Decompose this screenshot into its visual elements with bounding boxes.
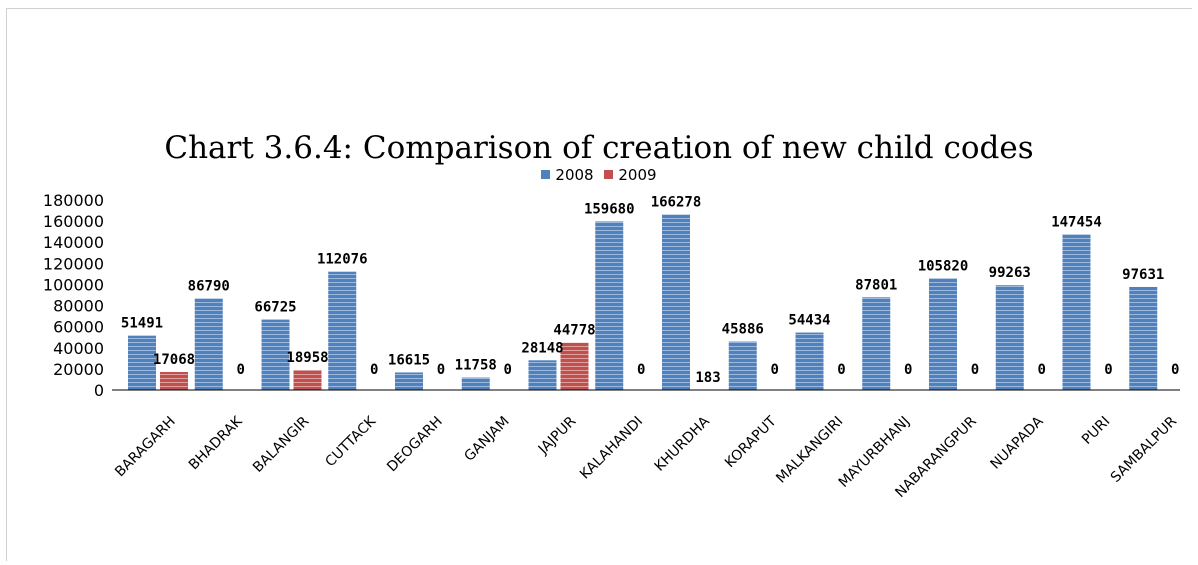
x-axis: BARAGARH BHADRAK BALANGIR CUTTACK DEOGARH GAN… bbox=[112, 389, 1180, 501]
x-tick-label-deogarh: DEOGARH bbox=[384, 414, 446, 476]
legend-label-2009: 2009 bbox=[618, 165, 657, 184]
data-label-2008-koraput: 45886 bbox=[722, 322, 764, 338]
data-label-2009-deogarh: 0 bbox=[437, 362, 445, 378]
data-label-2008-ganjam: 11758 bbox=[455, 358, 497, 374]
chart-legend: 2008 2009 bbox=[0, 165, 1198, 184]
y-tick-label: 140000 bbox=[43, 233, 104, 252]
bar-2008-ganjam bbox=[461, 377, 490, 390]
x-tick-label-sambalpur: SAMBALPUR bbox=[1108, 413, 1180, 485]
x-tick-label-khurdha: KHURDHA bbox=[652, 413, 714, 475]
data-label-2009-kalahandi: 0 bbox=[637, 362, 645, 378]
data-label-2008-balangir: 66725 bbox=[254, 300, 296, 316]
bar-2008-bhadrak bbox=[194, 298, 223, 390]
bar-2008-kalahandi bbox=[595, 221, 624, 390]
data-label-2009-balangir: 18958 bbox=[286, 350, 328, 366]
y-tick-label: 80000 bbox=[53, 297, 104, 316]
data-label-2008-nabarangpur: 105820 bbox=[918, 258, 969, 274]
data-label-2008-baragarh: 51491 bbox=[121, 316, 163, 332]
x-tick-label-ganjam: GANJAM bbox=[461, 414, 512, 465]
data-label-2009-puri: 0 bbox=[1104, 362, 1112, 378]
bar-2008-mayurbhanj bbox=[862, 297, 891, 390]
data-label-2009-sambalpur: 0 bbox=[1171, 362, 1179, 378]
bar-2008-sambalpur bbox=[1129, 286, 1158, 390]
data-label-2009-bhadrak: 0 bbox=[237, 362, 245, 378]
x-tick-label-jajpur: JAJPUR bbox=[535, 413, 580, 458]
data-label-2008-malkangiri: 54434 bbox=[788, 313, 830, 329]
data-label-2009-nuapada: 0 bbox=[1038, 362, 1046, 378]
y-axis: 0 20000 40000 60000 80000 100000 120000 140000 1… bbox=[43, 191, 104, 400]
data-label-2008-jajpur: 28148 bbox=[521, 340, 563, 356]
data-label-2009-malkangiri: 0 bbox=[837, 362, 845, 378]
bar-2008-cuttack bbox=[328, 271, 357, 390]
data-label-2009-koraput: 0 bbox=[771, 362, 779, 378]
x-tick-label-baragarh: BARAGARH bbox=[112, 414, 179, 481]
chart-frame bbox=[6, 8, 1192, 561]
x-tick-label-kalahandi: KALAHANDI bbox=[577, 414, 646, 483]
bar-2008-nuapada bbox=[995, 285, 1024, 390]
bar-2009-baragarh bbox=[160, 371, 188, 390]
x-tick-label-malkangiri: MALKANGIRI bbox=[773, 414, 846, 487]
y-tick-label: 180000 bbox=[43, 191, 104, 210]
data-label-2009-mayurbhanj: 0 bbox=[904, 362, 912, 378]
data-label-2009-khurdha: 183 bbox=[695, 370, 720, 386]
y-tick-label: 120000 bbox=[43, 254, 104, 273]
x-tick-label-koraput: KORAPUT bbox=[722, 413, 780, 471]
bar-2008-balangir bbox=[261, 319, 290, 390]
bar-2008-puri bbox=[1062, 234, 1091, 390]
data-label-2009-ganjam: 0 bbox=[504, 362, 512, 378]
data-label-2009-cuttack: 0 bbox=[370, 362, 378, 378]
bar-2009-jajpur bbox=[560, 342, 589, 390]
bar-2008-baragarh bbox=[128, 335, 156, 390]
y-tick-label: 40000 bbox=[53, 339, 104, 358]
y-tick-label: 0 bbox=[94, 381, 104, 400]
data-label-2008-nuapada: 99263 bbox=[989, 265, 1031, 281]
data-label-2009-nabarangpur: 0 bbox=[971, 362, 979, 378]
bar-2008-malkangiri bbox=[795, 332, 824, 390]
legend-label-2008: 2008 bbox=[555, 165, 594, 184]
data-label-2008-bhadrak: 86790 bbox=[188, 278, 230, 294]
data-label-2008-puri: 147454 bbox=[1051, 214, 1102, 230]
y-tick-label: 60000 bbox=[53, 318, 104, 337]
y-tick-label: 100000 bbox=[43, 275, 104, 294]
bar-2008-nabarangpur bbox=[929, 278, 957, 390]
y-tick-label: 20000 bbox=[53, 360, 104, 379]
bar-2009-balangir bbox=[293, 369, 322, 390]
x-tick-label-balangir: BALANGIR bbox=[250, 413, 312, 475]
data-label-2008-mayurbhanj: 87801 bbox=[855, 277, 897, 293]
x-tick-label-nuapada: NUAPADA bbox=[988, 413, 1047, 472]
x-tick-label-bhadrak: BHADRAK bbox=[186, 413, 246, 473]
bar-2008-koraput bbox=[728, 341, 757, 390]
data-label-2009-jajpur: 44778 bbox=[553, 323, 595, 339]
data-label-2009-baragarh: 17068 bbox=[153, 352, 195, 368]
x-tick-label-cuttack: CUTTACK bbox=[322, 413, 379, 470]
data-label-2008-cuttack: 112076 bbox=[317, 252, 368, 268]
bar-2008-khurdha bbox=[662, 214, 690, 390]
legend-item-2008: 2008 bbox=[541, 165, 594, 184]
legend-item-2009: 2009 bbox=[604, 165, 657, 184]
data-label-2008-deogarh: 16615 bbox=[388, 352, 430, 368]
data-label-2008-sambalpur: 97631 bbox=[1122, 267, 1164, 283]
x-tick-label-puri: PURI bbox=[1079, 414, 1113, 448]
bar-2008-deogarh bbox=[395, 372, 423, 390]
legend-swatch-2009 bbox=[604, 170, 614, 179]
chart-title: Chart 3.6.4: Comparison of creation of n… bbox=[164, 130, 1034, 166]
y-tick-label: 160000 bbox=[43, 212, 104, 231]
data-label-2008-khurdha: 166278 bbox=[651, 194, 702, 210]
bar-2008-jajpur bbox=[528, 360, 557, 390]
data-label-2008-kalahandi: 159680 bbox=[584, 201, 635, 217]
bars bbox=[128, 214, 1158, 390]
legend-swatch-2008 bbox=[541, 170, 551, 179]
